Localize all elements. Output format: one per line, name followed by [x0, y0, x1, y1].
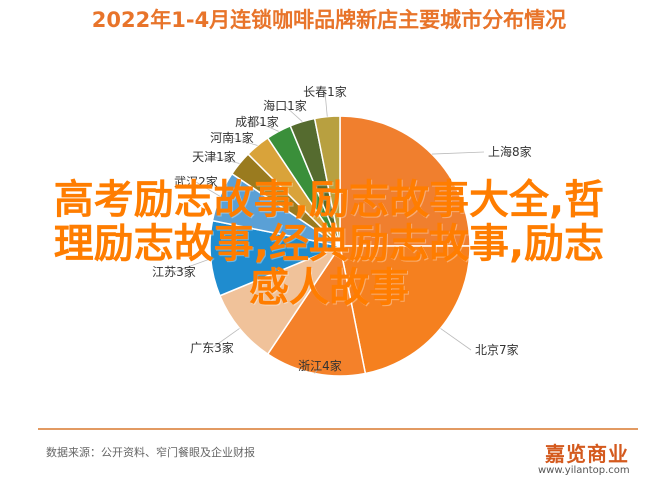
leader-line-上海 — [431, 151, 485, 155]
slice-label-北京: 北京7家 — [475, 342, 519, 357]
leader-line-天津 — [213, 156, 240, 164]
slice-label-浙江: 浙江4家 — [298, 358, 342, 373]
pie-slice-广东 — [218, 244, 342, 356]
pie-slice-江苏 — [209, 219, 343, 297]
leader-line-浙江 — [314, 365, 321, 374]
leader-line-成都 — [256, 121, 279, 132]
brand-logo: 嘉览商业 — [545, 442, 629, 466]
pie-slice-长春 — [313, 115, 341, 247]
leader-line-江苏 — [173, 258, 211, 273]
slice-label-成都: 成都1家 — [235, 114, 279, 129]
slice-label-广东: 广东3家 — [190, 340, 234, 355]
slice-label-海口: 海口1家 — [263, 98, 307, 113]
pie-slice-北京 — [339, 245, 471, 375]
slice-label-长春: 长春1家 — [303, 84, 347, 99]
slice-label-天津: 天津1家 — [192, 149, 236, 164]
leader-line-河南 — [231, 137, 258, 146]
chart-title: 2022年1-4月连锁咖啡品牌新店主要城市分布情况 — [91, 8, 567, 32]
leader-line-武汉 — [195, 181, 221, 197]
slice-label-江苏: 江苏3家 — [152, 264, 196, 279]
leader-line-长春 — [324, 91, 328, 117]
data-source-note: 数据来源：公开资料、窄门餐眼及企业财报 — [46, 446, 255, 459]
leader-line-广东 — [211, 328, 240, 349]
overlay-watermark-text: 高考励志故事,励志故事大全,哲 理励志故事,经典励志故事,励志 感人故事 — [0, 178, 658, 310]
footer-divider — [38, 428, 638, 430]
slice-label-上海: 上海8家 — [488, 144, 532, 159]
overlay-line-1: 高考励志故事,励志故事大全,哲 — [53, 177, 605, 223]
brand-url: www.yilantop.com — [538, 465, 630, 476]
overlay-line-3: 感人故事 — [249, 265, 409, 311]
leader-line-北京 — [440, 328, 472, 351]
slice-label-武汉: 武汉2家 — [174, 174, 218, 189]
leader-line-海口 — [284, 105, 303, 122]
slice-label-河南: 河南1家 — [210, 130, 254, 145]
overlay-line-2: 理励志故事,经典励志故事,励志 — [53, 221, 605, 267]
